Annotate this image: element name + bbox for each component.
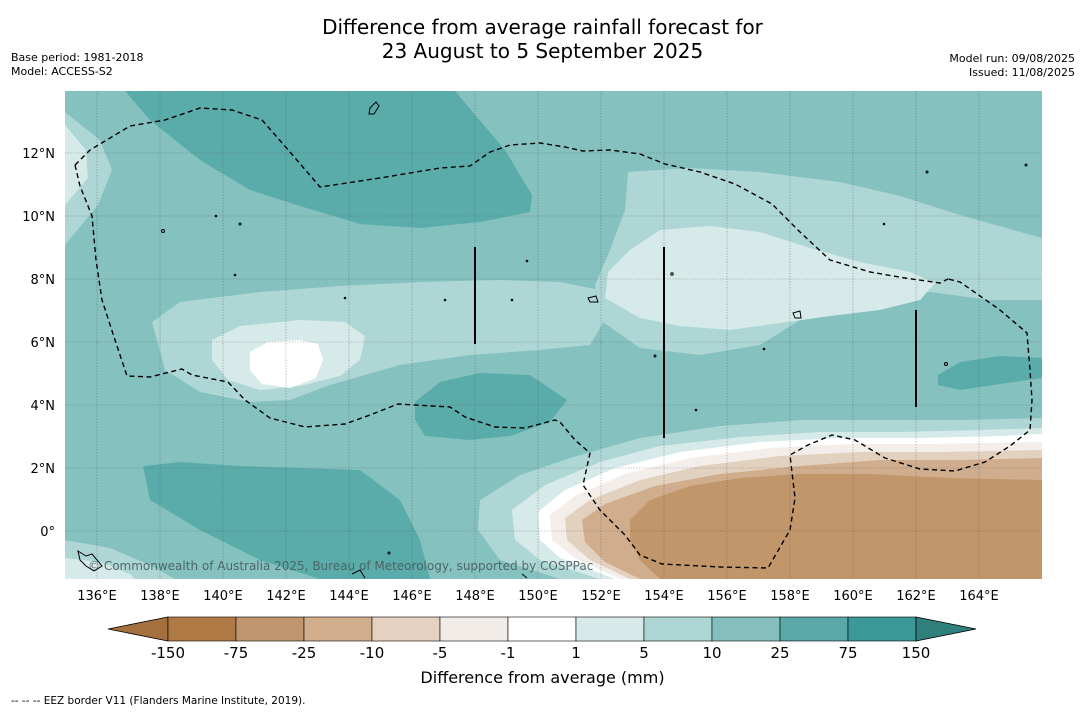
eez-footnote: -- -- -- EEZ border V11 (Flanders Marine…: [11, 695, 306, 707]
colorbar-bin: [575, 616, 645, 642]
island-chuuk: [587, 295, 599, 303]
colorbar-tick-label: -1: [501, 644, 516, 662]
eez-border-lines: [74, 107, 1033, 569]
island-yap: [161, 229, 165, 233]
colorbar-bin: [643, 616, 713, 642]
base-period-label: Base period: 1981-2018: [11, 51, 144, 64]
lat-label: 4°N: [31, 399, 56, 414]
colorbar-tick-label: 10: [702, 644, 721, 662]
colorbar-tick-label: 25: [770, 644, 789, 662]
colorbar-extend-high: [915, 616, 977, 642]
lon-label: 158°E: [770, 589, 810, 604]
white-central-patch: [250, 340, 323, 388]
lon-label: 152°E: [581, 589, 621, 604]
island-guam: [368, 101, 380, 115]
colorbar-bin: [847, 616, 917, 642]
model-run-label: Model run: 09/08/2025: [949, 52, 1075, 65]
dry-4-southeast-core: [630, 474, 1042, 579]
colorbar-bin: [167, 616, 237, 642]
near-normal-northeast-region: [605, 226, 935, 330]
lon-label: 164°E: [959, 589, 999, 604]
near-normal-southwest-corner: [65, 558, 135, 579]
colorbar-bin: [779, 616, 849, 642]
colorbar-tick-label: -10: [360, 644, 385, 662]
colorbar-bin: [439, 616, 509, 642]
near-normal-west-region: [65, 125, 88, 205]
lat-label: 12°N: [22, 147, 55, 162]
island-pohnpei: [792, 310, 802, 319]
colorbar-tick-label: -75: [224, 644, 249, 662]
lat-label: 2°N: [31, 462, 56, 477]
colorbar-tick-labels: -150 -75 -25 -10 -5 -1 1 5 10 25 75 150: [151, 644, 930, 662]
issued-label: Issued: 11/08/2025: [968, 66, 1075, 79]
colorbar-tick-label: 5: [639, 644, 649, 662]
island-new-guinea-coast: [77, 549, 103, 572]
wet-strong-north-region: [125, 91, 532, 228]
latitude-gridlines: [65, 152, 1042, 532]
lat-label: 0°: [40, 525, 55, 540]
colorbar-bin: [371, 616, 441, 642]
colorbar-bin: [507, 616, 577, 642]
colorbar-tick-label: 1: [571, 644, 581, 662]
lon-label: 148°E: [455, 589, 495, 604]
lon-label: 142°E: [266, 589, 306, 604]
colorbar-title: Difference from average (mm): [420, 668, 665, 687]
map-title-line2: 23 August to 5 September 2025: [381, 39, 704, 63]
colorbar-tick-label: -5: [433, 644, 448, 662]
wet-strong-central-patch: [415, 373, 567, 440]
colorbar-tick-label: -150: [151, 644, 185, 662]
colorbar-tick-label: 150: [902, 644, 931, 662]
colorbar-bin: [235, 616, 305, 642]
colorbar-extend-low: [107, 616, 169, 642]
lon-label: 144°E: [329, 589, 369, 604]
lat-label: 8°N: [31, 273, 56, 288]
colorbar-tick-label: 75: [838, 644, 857, 662]
lon-label: 146°E: [392, 589, 432, 604]
model-label: Model: ACCESS-S2: [11, 65, 113, 78]
wet-strong-east-patch: [938, 356, 1042, 390]
lon-label: 162°E: [896, 589, 936, 604]
lat-label: 10°N: [22, 210, 55, 225]
islands: [77, 101, 1028, 579]
lon-label: 138°E: [140, 589, 180, 604]
wet-strong-southwest-region: [143, 462, 430, 579]
colorbar: [107, 616, 977, 642]
map-panel: © Commonwealth of Australia 2025, Bureau…: [65, 91, 1042, 579]
colorbar-bin: [303, 616, 373, 642]
lon-label: 160°E: [833, 589, 873, 604]
lat-label: 6°N: [31, 336, 56, 351]
lon-label: 150°E: [518, 589, 558, 604]
eez-border-palau-fsm: [74, 107, 951, 284]
lon-label: 154°E: [644, 589, 684, 604]
lon-label: 140°E: [203, 589, 243, 604]
lon-label: 136°E: [77, 589, 117, 604]
lon-label: 156°E: [707, 589, 747, 604]
colorbar-bin: [711, 616, 781, 642]
colorbar-tick-label: -25: [292, 644, 317, 662]
latitude-labels: 12°N 10°N 8°N 6°N 4°N 2°N 0°: [22, 147, 55, 540]
longitude-labels: 136°E 138°E 140°E 142°E 144°E 146°E 148°…: [77, 589, 999, 604]
copyright-text: © Commonwealth of Australia 2025, Bureau…: [88, 559, 593, 573]
zone-boundary-segments: [474, 247, 917, 438]
map-title-line1: Difference from average rainfall forecas…: [322, 15, 763, 39]
